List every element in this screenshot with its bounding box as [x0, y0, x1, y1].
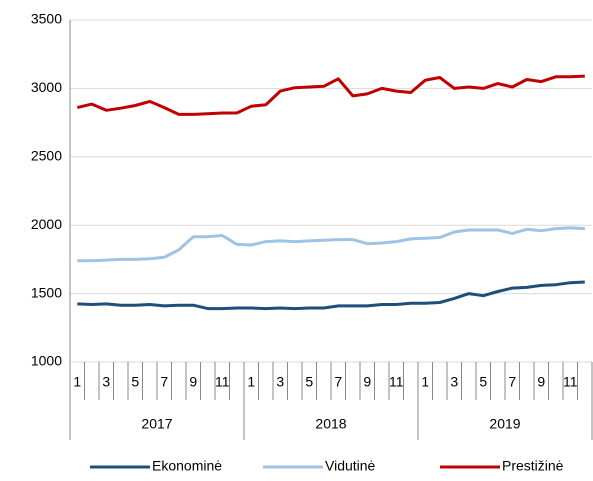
year-label: 2018 — [315, 416, 346, 432]
series-line — [77, 226, 585, 263]
series-line — [76, 74, 585, 116]
x-tick-label: 7 — [508, 374, 516, 390]
y-tick-label: 1000 — [31, 353, 62, 369]
x-tick-label: 11 — [389, 374, 404, 390]
x-tick-label: 9 — [189, 374, 197, 390]
y-tick-label: 1500 — [31, 284, 62, 300]
x-tick-label: 5 — [305, 374, 313, 390]
x-tick-label: 1 — [247, 374, 255, 390]
y-tick-label: 3500 — [31, 11, 62, 27]
x-tick-label: 3 — [276, 374, 284, 390]
x-tick-label: 7 — [160, 374, 168, 390]
x-tick-label: 5 — [131, 374, 139, 390]
legend-label: Vidutinė — [325, 458, 376, 474]
x-tick-label: 1 — [73, 374, 81, 390]
year-label: 2017 — [141, 416, 172, 432]
x-tick-label: 11 — [563, 374, 578, 390]
y-tick-label: 2500 — [31, 148, 62, 164]
x-tick-label: 9 — [363, 374, 371, 390]
x-tick-label: 7 — [334, 374, 342, 390]
x-tick-label: 3 — [102, 374, 110, 390]
legend-label: Prestižinė — [502, 458, 564, 474]
x-tick-label: 11 — [215, 374, 230, 390]
x-tick-label: 3 — [450, 374, 458, 390]
legend-label: Ekonominė — [152, 458, 222, 474]
year-label: 2019 — [489, 416, 520, 432]
series-line — [77, 280, 585, 311]
x-tick-label: 5 — [479, 374, 487, 390]
x-tick-label: 1 — [421, 374, 429, 390]
x-tick-label: 9 — [537, 374, 545, 390]
y-tick-label: 2000 — [31, 216, 62, 232]
y-tick-label: 3000 — [31, 79, 62, 95]
